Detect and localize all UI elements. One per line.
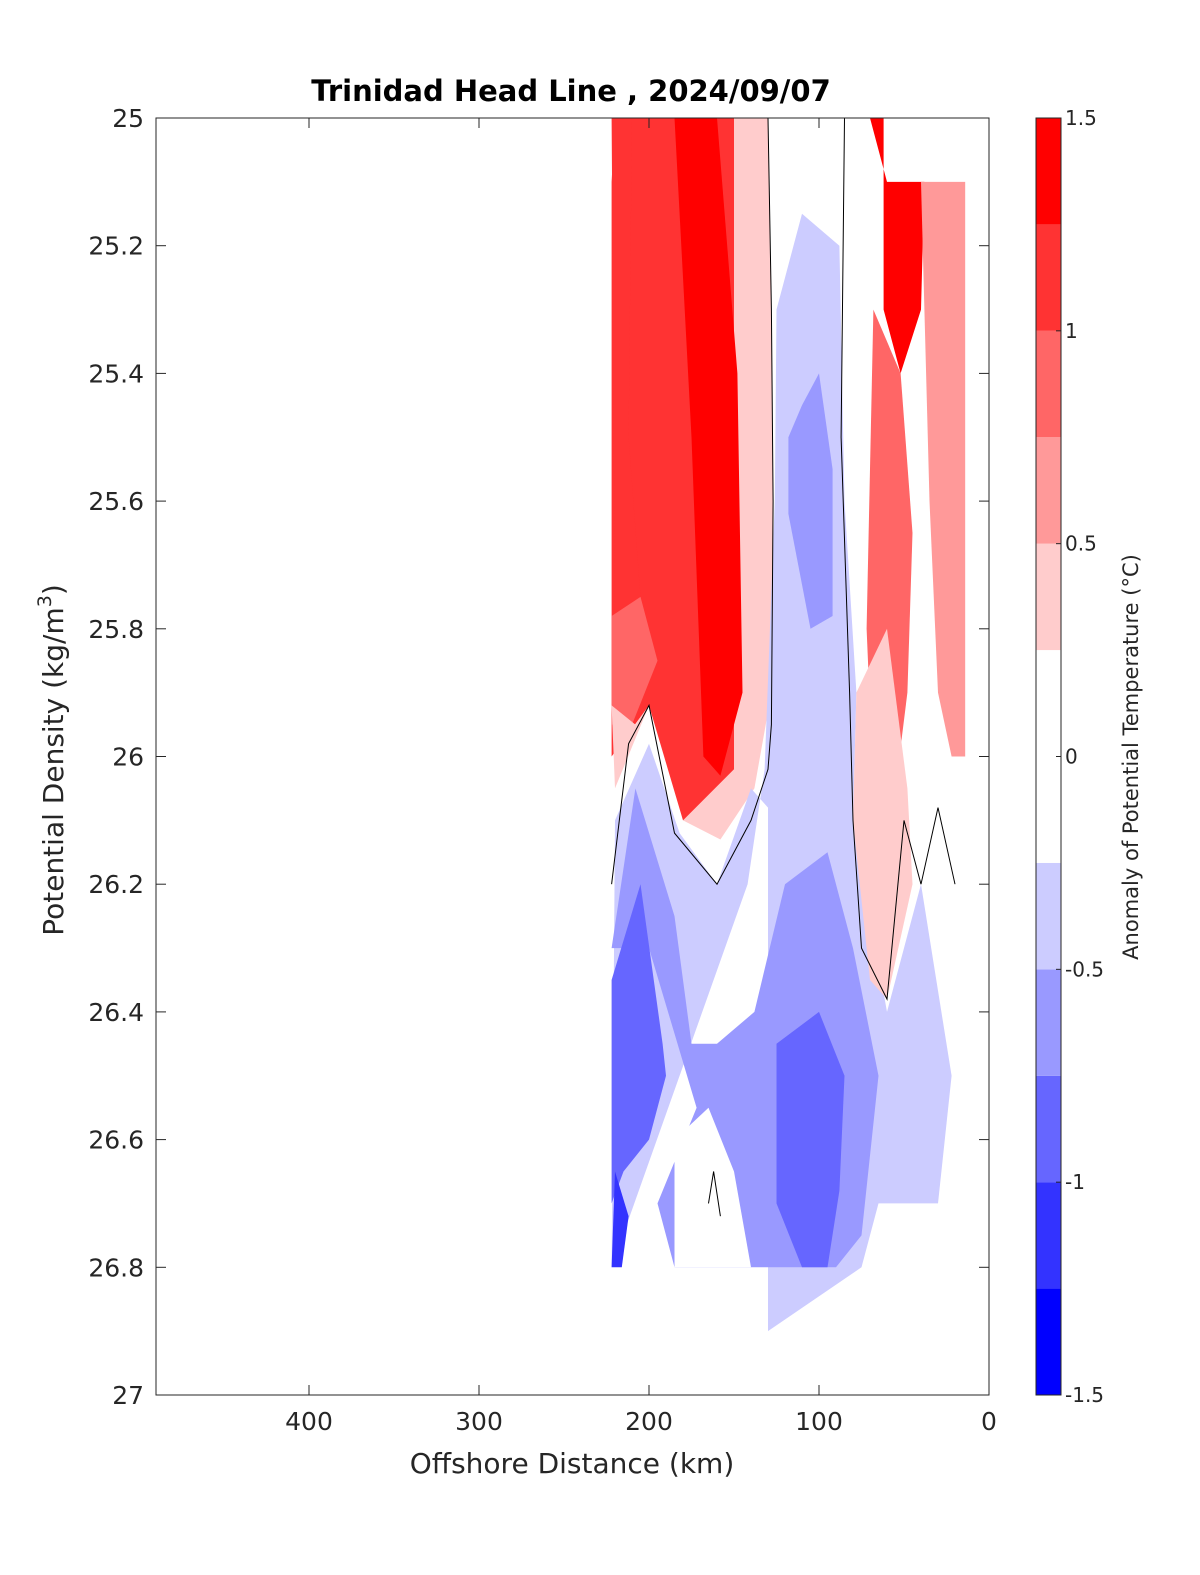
colorbar-segment	[1036, 437, 1061, 544]
colorbar: 1.5 1 0.5 0 -0.5 -1 -1.5	[1035, 106, 1104, 1407]
colorbar-label: Anomaly of Potential Temperature (°C)	[1119, 554, 1143, 960]
x-axis-label: Offshore Distance (km)	[410, 1447, 735, 1480]
y-tick-label: 27	[112, 1381, 144, 1410]
y-tick-label: 26.8	[88, 1253, 144, 1282]
y-tick-label: 25.2	[88, 232, 144, 261]
y-axis-label-sup: 3	[34, 595, 56, 607]
colorbar-segment	[1036, 543, 1061, 651]
y-axis-label-main: Potential Density (kg/m	[37, 607, 70, 936]
colorbar-segment	[1036, 862, 1061, 970]
contour-region-4	[611, 596, 658, 725]
contour-region-16	[853, 628, 913, 1000]
colorbar-tick-label: 0	[1065, 745, 1078, 769]
contour-region-8	[788, 373, 833, 629]
y-axis-label: Potential Density (kg/m3)	[34, 584, 70, 936]
contour-region-9	[611, 884, 666, 1204]
colorbar-segment	[1036, 224, 1061, 331]
y-axis-label-close: )	[37, 584, 70, 595]
contour-region-2	[674, 118, 743, 776]
colorbar-segment	[1036, 1075, 1061, 1183]
y-tick-label: 26.4	[88, 998, 144, 1027]
contour-region-3	[611, 118, 641, 616]
colorbar-tick-label: -0.5	[1065, 957, 1104, 981]
x-tick-label: 200	[625, 1407, 673, 1436]
y-tick-label: 25.8	[88, 615, 144, 644]
contour-region-13	[870, 118, 925, 374]
y-tick-label: 25.6	[88, 487, 144, 516]
y-tick-label: 26.2	[88, 870, 144, 899]
y-tick-label: 25.4	[88, 359, 144, 388]
x-tick-label: 0	[981, 1407, 997, 1436]
y-tick-label: 26.6	[88, 1126, 144, 1155]
plot-area	[155, 117, 990, 1396]
colorbar-tick-label: -1	[1065, 1170, 1085, 1194]
x-tick-label: 100	[795, 1407, 843, 1436]
x-tick-label: 300	[455, 1407, 503, 1436]
contour-region-12	[674, 1107, 751, 1268]
colorbar-tick-label: 1.5	[1065, 106, 1097, 130]
colorbar-segment	[1036, 330, 1061, 438]
contour-region-1	[683, 118, 774, 840]
colorbar-segment	[1036, 1182, 1061, 1289]
colorbar-tick-label: 1	[1065, 319, 1078, 343]
chart-title: Trinidad Head Line , 2024/09/07	[311, 74, 831, 108]
colorbar-tick-label: -1.5	[1065, 1383, 1104, 1407]
contour-region-15	[921, 181, 966, 757]
y-tick-label: 26	[112, 743, 144, 772]
contour-region-5	[611, 705, 649, 789]
colorbar-tick-label: 0.5	[1065, 532, 1097, 556]
y-axis: 25 25.2 25.4 25.6 25.8 26 26.2 26.4 26.6 26.8 27	[88, 104, 989, 1410]
contour-region-11	[611, 1171, 629, 1268]
colorbar-segment	[1036, 118, 1061, 225]
zero-contour-line-0	[611, 117, 774, 886]
zero-contour-line-1	[840, 117, 956, 1001]
x-tick-label: 400	[285, 1407, 333, 1436]
zero-contour-line-2	[708, 1171, 721, 1217]
colorbar-segment	[1036, 1288, 1061, 1395]
contour-region-10	[776, 1011, 845, 1268]
y-tick-label: 25	[112, 104, 144, 133]
x-axis: 400 300 200 100 0	[285, 118, 997, 1436]
colorbar-segment	[1036, 969, 1061, 1076]
